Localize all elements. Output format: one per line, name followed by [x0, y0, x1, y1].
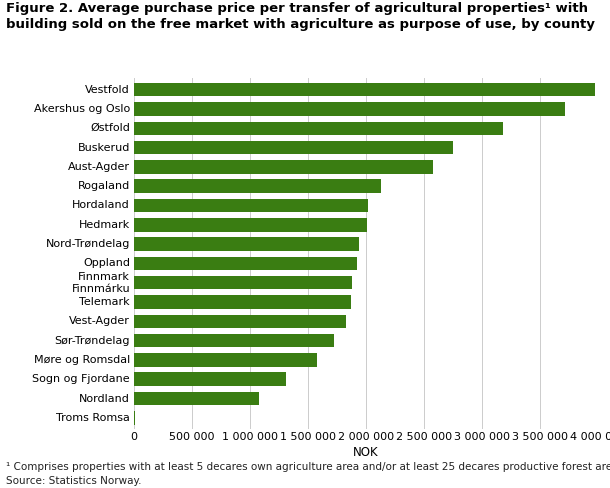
Bar	[134, 160, 433, 174]
Bar	[134, 199, 368, 212]
Text: Figure 2. Average purchase price per transfer of agricultural properties¹ with
b: Figure 2. Average purchase price per tra…	[6, 2, 595, 31]
Bar	[134, 218, 367, 232]
Bar	[134, 276, 352, 289]
Bar	[134, 237, 359, 251]
Bar	[134, 295, 351, 309]
X-axis label: NOK: NOK	[353, 447, 379, 459]
Bar	[134, 83, 595, 97]
Bar	[134, 334, 334, 347]
Bar	[134, 411, 135, 425]
Bar	[134, 180, 381, 193]
Bar	[134, 392, 259, 406]
Bar	[134, 141, 453, 154]
Bar	[134, 315, 346, 328]
Bar	[134, 102, 565, 116]
Bar	[134, 372, 286, 386]
Text: ¹ Comprises properties with at least 5 decares own agriculture area and/or at le: ¹ Comprises properties with at least 5 d…	[6, 462, 610, 486]
Bar	[134, 353, 317, 366]
Bar	[134, 122, 503, 135]
Bar	[134, 257, 357, 270]
